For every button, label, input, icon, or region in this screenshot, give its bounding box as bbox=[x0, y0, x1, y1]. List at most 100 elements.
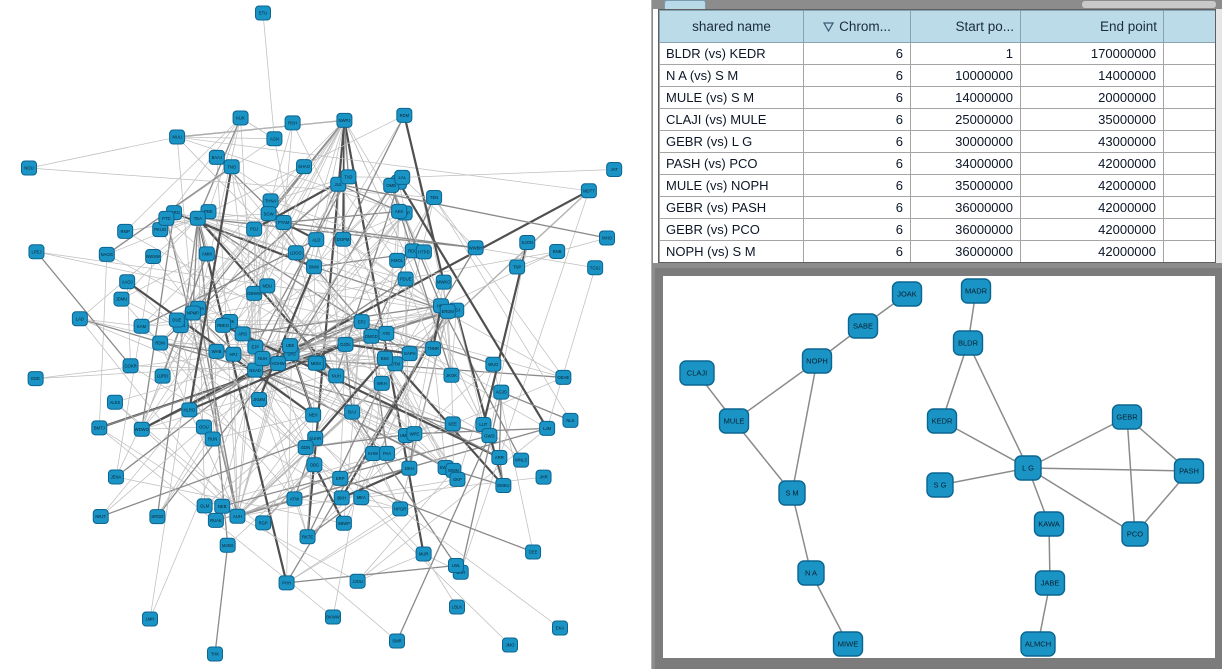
network-node[interactable]: TNP bbox=[509, 259, 526, 275]
network-node[interactable]: SGW bbox=[260, 206, 277, 222]
table-cell-shared-name[interactable]: PASH (vs) PCO bbox=[659, 152, 804, 175]
network-node[interactable]: MUR bbox=[415, 546, 432, 562]
network-node[interactable]: UJRD bbox=[154, 368, 171, 384]
network-node-noph[interactable]: NOPH bbox=[801, 348, 833, 374]
network-node[interactable]: EJON bbox=[519, 235, 536, 251]
network-node[interactable]: LJM bbox=[539, 420, 556, 436]
network-node[interactable]: OJDL bbox=[337, 336, 354, 352]
table-cell-start-position[interactable]: 35000000 bbox=[910, 174, 1021, 197]
table-row[interactable]: MULE (vs) S M614000000200000007.5 bbox=[659, 86, 1215, 109]
table-row[interactable]: PASH (vs) PCO6340000004200000011.4 bbox=[659, 152, 1215, 175]
table-cell-start-position[interactable]: 10000000 bbox=[910, 64, 1021, 87]
network-node[interactable]: UEE bbox=[282, 338, 299, 354]
network-node[interactable]: JKMM bbox=[251, 391, 268, 407]
table-cell-end-point[interactable]: 42000000 bbox=[1020, 196, 1164, 219]
network-node[interactable]: GWD bbox=[481, 428, 498, 444]
table-cell-shared-name[interactable]: NOPH (vs) S M bbox=[659, 240, 804, 262]
network-node-jabe[interactable]: JABE bbox=[1034, 570, 1066, 596]
table-cell-chromosome[interactable]: 6 bbox=[803, 130, 911, 153]
table-cell-end-point[interactable]: 42000000 bbox=[1020, 152, 1164, 175]
network-node[interactable]: JDMU bbox=[113, 291, 130, 307]
table-cell-shared-name[interactable]: MULE (vs) S M bbox=[659, 86, 804, 109]
table-cell-start-position[interactable]: 36000000 bbox=[910, 240, 1021, 262]
network-node[interactable]: TEN bbox=[426, 189, 443, 205]
network-node[interactable]: WWBH bbox=[467, 240, 484, 256]
table-cell-genetic-distance[interactable]: 5.9 bbox=[1163, 108, 1215, 131]
network-node[interactable]: NUH bbox=[254, 351, 271, 367]
network-node[interactable]: KEE bbox=[444, 416, 461, 432]
network-node[interactable]: EDN bbox=[297, 439, 314, 455]
network-node[interactable]: PDUE bbox=[397, 271, 414, 287]
network-node[interactable]: TNO bbox=[223, 159, 240, 175]
network-node[interactable]: MDU bbox=[259, 278, 276, 294]
network-node-kedr[interactable]: KEDR bbox=[926, 408, 958, 434]
network-node[interactable]: GBWW bbox=[246, 285, 263, 301]
network-node[interactable]: AGN bbox=[266, 131, 283, 147]
network-node[interactable]: GKP bbox=[449, 471, 466, 487]
table-cell-chromosome[interactable]: 6 bbox=[803, 218, 911, 241]
network-node[interactable]: WKH bbox=[373, 375, 390, 391]
network-node[interactable]: SMR bbox=[389, 633, 405, 649]
network-node[interactable]: GAPH bbox=[401, 346, 418, 362]
network-node[interactable]: MHO bbox=[599, 230, 615, 246]
network-node[interactable]: BAAJ bbox=[208, 149, 225, 165]
network-node[interactable]: ETU bbox=[255, 5, 271, 21]
column-header-chromosome[interactable]: Chrom... bbox=[803, 10, 911, 43]
table-cell-shared-name[interactable]: GEBR (vs) L G bbox=[659, 130, 804, 153]
table-cell-chromosome[interactable]: 6 bbox=[803, 86, 911, 109]
network-node[interactable]: RKTE bbox=[299, 529, 316, 545]
table-row[interactable]: NOPH (vs) S M636000000420000009.9 bbox=[659, 240, 1215, 262]
filter-icon[interactable] bbox=[823, 21, 835, 32]
table-cell-chromosome[interactable]: 6 bbox=[803, 196, 911, 219]
network-node[interactable]: THNA bbox=[262, 193, 279, 209]
network-node[interactable]: JAT bbox=[606, 162, 623, 178]
table-cell-end-point[interactable]: 170000000 bbox=[1020, 42, 1164, 65]
network-node[interactable]: LWL bbox=[447, 558, 464, 574]
network-node[interactable]: NRJT bbox=[92, 509, 109, 525]
column-header-genetic-distance[interactable]: Genetic... bbox=[1163, 10, 1215, 43]
network-node[interactable]: RUAK bbox=[207, 512, 224, 528]
network-node-s-g[interactable]: S G bbox=[926, 472, 954, 498]
network-node[interactable]: RDM bbox=[396, 107, 413, 123]
network-node[interactable]: MJKD bbox=[219, 537, 236, 553]
network-node[interactable]: PTAM bbox=[275, 215, 292, 231]
network-node[interactable]: NOU bbox=[21, 160, 37, 176]
network-node-joak[interactable]: JOAK bbox=[891, 281, 923, 307]
table-cell-shared-name[interactable]: N A (vs) S M bbox=[659, 64, 804, 87]
network-node[interactable]: BSK bbox=[376, 350, 393, 366]
network-node[interactable]: DEE bbox=[525, 544, 542, 560]
network-node-l-g[interactable]: L G bbox=[1014, 455, 1042, 481]
network-node[interactable]: EKA bbox=[552, 620, 568, 636]
column-header-shared-name[interactable]: shared name bbox=[659, 10, 804, 43]
network-node-gebr[interactable]: GEBR bbox=[1111, 404, 1143, 430]
network-node[interactable]: NWPJ bbox=[336, 112, 353, 128]
network-node[interactable]: JJOU bbox=[349, 573, 366, 589]
network-node[interactable]: DMGD bbox=[363, 328, 380, 344]
network-node[interactable]: TAD bbox=[340, 169, 357, 185]
table-cell-genetic-distance[interactable]: 10.5 bbox=[1163, 174, 1215, 197]
table-cell-chromosome[interactable]: 6 bbox=[803, 240, 911, 262]
table-tab[interactable] bbox=[664, 0, 706, 9]
network-node[interactable]: JMO bbox=[502, 637, 518, 653]
network-node[interactable]: PDJ bbox=[246, 221, 263, 237]
network-node[interactable]: HLRO bbox=[181, 402, 198, 418]
network-node[interactable]: KMOL bbox=[389, 252, 406, 268]
network-node[interactable]: RUN bbox=[204, 431, 221, 447]
table-cell-start-position[interactable]: 14000000 bbox=[910, 86, 1021, 109]
network-node[interactable]: ATE bbox=[378, 325, 395, 341]
table-cell-end-point[interactable]: 43000000 bbox=[1020, 130, 1164, 153]
network-node[interactable]: WHB bbox=[208, 343, 225, 359]
network-node[interactable]: GLM bbox=[196, 498, 213, 514]
network-node[interactable]: DMKU bbox=[495, 478, 512, 494]
network-node[interactable]: MDTT bbox=[580, 183, 597, 199]
network-node[interactable]: AMM bbox=[198, 246, 215, 262]
network-node[interactable]: AKK bbox=[391, 203, 408, 219]
network-node[interactable]: PHH bbox=[278, 575, 295, 591]
network-node[interactable]: ERP bbox=[332, 470, 349, 486]
table-cell-start-position[interactable]: 30000000 bbox=[910, 130, 1021, 153]
table-cell-start-position[interactable]: 25000000 bbox=[910, 108, 1021, 131]
full-network-panel[interactable]: EPJGLMTENTHNASLSPWDWONLKPBEBAAJHPGRSWLUL… bbox=[0, 0, 652, 669]
table-row[interactable]: BLDR (vs) KEDR61170000000192.0 bbox=[659, 42, 1215, 65]
column-header-end-point[interactable]: End point bbox=[1020, 10, 1164, 43]
network-node[interactable]: OBG bbox=[306, 457, 323, 473]
